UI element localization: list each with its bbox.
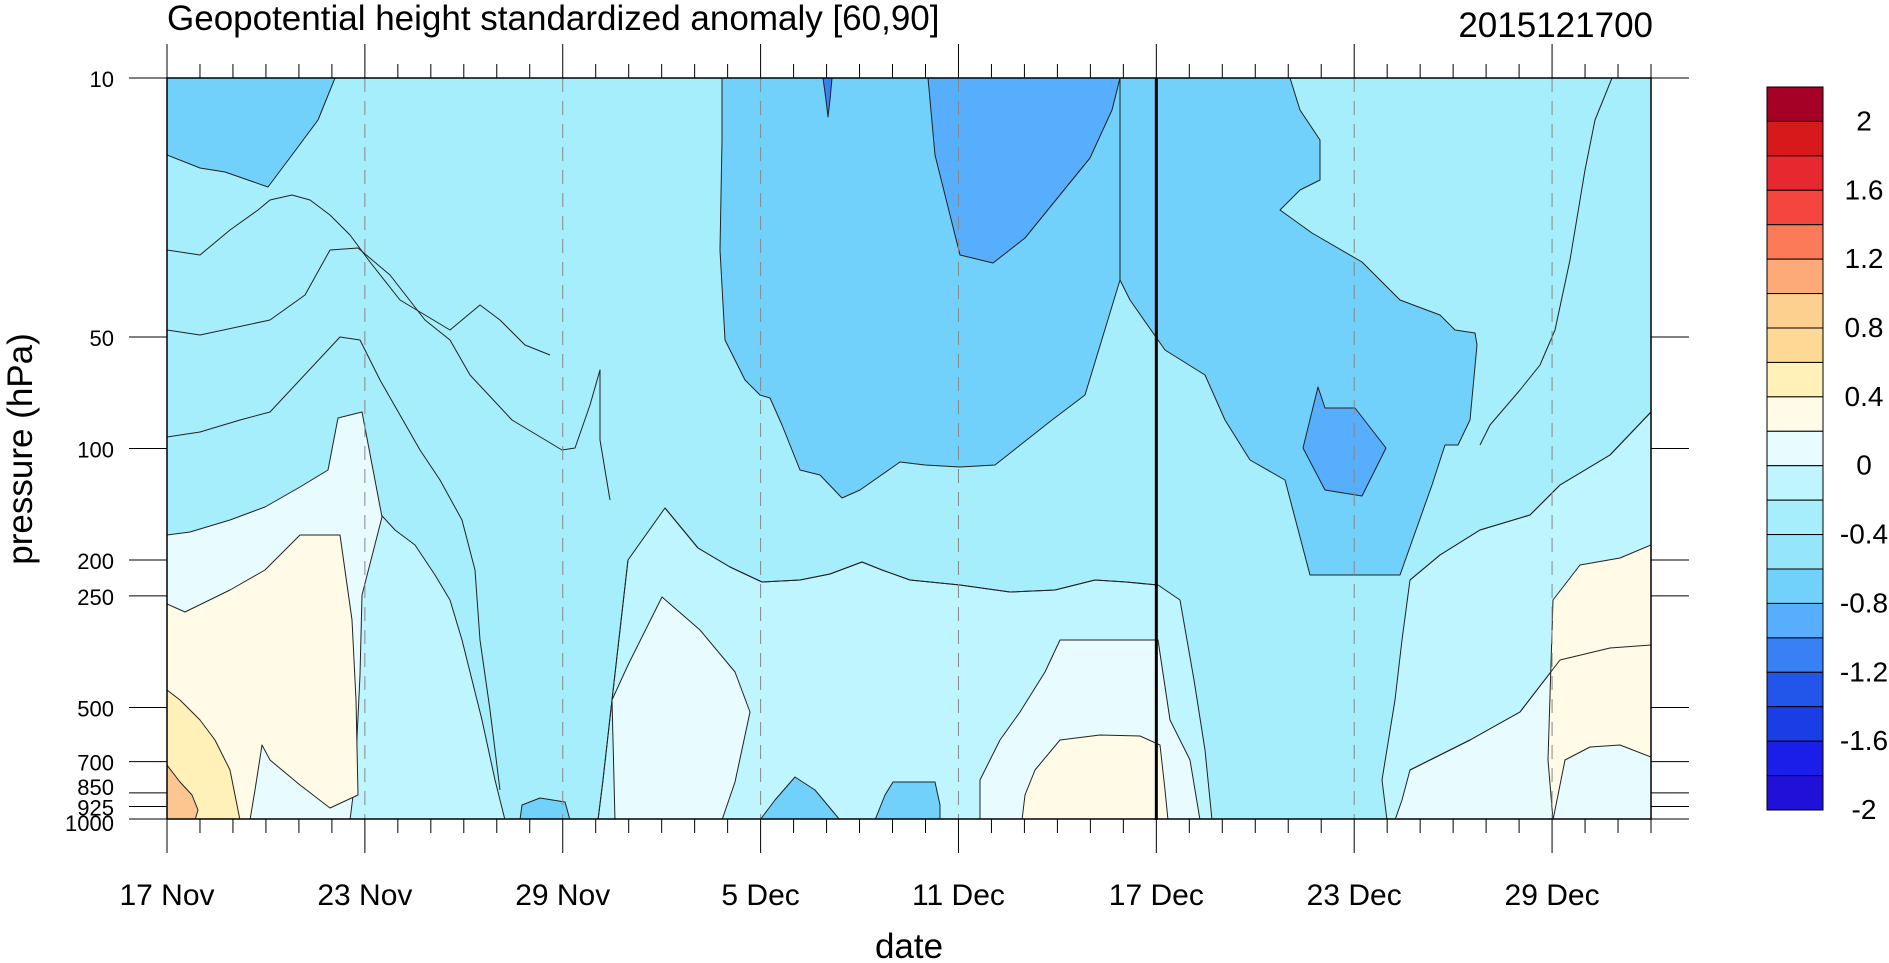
colorbar-label: 1.2 bbox=[1845, 243, 1884, 274]
colorbar-swatch bbox=[1766, 775, 1824, 811]
y-tick-label: 700 bbox=[77, 751, 114, 776]
colorbar: 2 1.6 1.2 0.8 0.4 0 -0.4 -0.8 -1.2 -1.6 -2 bbox=[1766, 86, 1888, 825]
colorbar-swatch bbox=[1766, 740, 1824, 777]
colorbar-label: 0.4 bbox=[1845, 381, 1884, 412]
x-tick-label: 29 Nov bbox=[515, 879, 610, 912]
y-tick-label: 200 bbox=[77, 549, 114, 574]
y-axis-title: pressure (hPa) bbox=[1, 333, 40, 564]
contour-band-minus-1.2-east bbox=[1302, 386, 1387, 497]
contour-band-minus-1.2-north bbox=[927, 78, 1121, 264]
y-tick-label: 50 bbox=[90, 326, 114, 351]
colorbar-label: -0.4 bbox=[1840, 519, 1888, 550]
contour-field bbox=[167, 78, 1651, 819]
contour-band-1.2-west bbox=[167, 764, 199, 819]
date-stamp: 2015121700 bbox=[1458, 6, 1653, 45]
chart-title: Geopotential height standardized anomaly… bbox=[167, 0, 939, 38]
contour-line-east-upper bbox=[1479, 78, 1613, 446]
x-tick-label: 29 Dec bbox=[1505, 879, 1600, 912]
colorbar-label: -2 bbox=[1852, 794, 1877, 825]
contour-line-north-minus-0.4 bbox=[167, 247, 611, 501]
x-tick-label: 23 Nov bbox=[317, 879, 412, 912]
colorbar-label: 2 bbox=[1856, 105, 1872, 136]
colorbar-swatch bbox=[1766, 465, 1824, 501]
colorbar-swatch bbox=[1766, 534, 1824, 570]
colorbar-label: 0.8 bbox=[1845, 312, 1884, 343]
x-tick-label: 17 Dec bbox=[1109, 879, 1204, 912]
y-tick-label: 10 bbox=[90, 67, 114, 92]
x-axis-title: date bbox=[875, 927, 943, 963]
contour-line-east-minus-0.4 bbox=[1409, 411, 1651, 581]
x-tick-label: 5 Dec bbox=[721, 879, 799, 912]
contour-band-positive-0.4-east bbox=[1547, 544, 1651, 819]
colorbar-swatch bbox=[1766, 327, 1824, 363]
contour-line-stratosphere-left bbox=[167, 194, 551, 356]
colorbar-swatch bbox=[1766, 258, 1824, 295]
y-tick-label: 100 bbox=[77, 438, 114, 463]
colorbar-label: -1.2 bbox=[1840, 656, 1888, 687]
contour-band-positive-0.4-south bbox=[1021, 734, 1169, 819]
contour-band-minus-0.8-lower-left bbox=[519, 797, 571, 819]
colorbar-swatch bbox=[1766, 293, 1824, 329]
colorbar-swatch bbox=[1766, 499, 1824, 536]
contour-line-mid-minus-0.4 bbox=[167, 336, 501, 791]
colorbar-swatch bbox=[1766, 602, 1824, 639]
colorbar-swatch bbox=[1766, 120, 1824, 157]
x-tick-label: 17 Nov bbox=[119, 879, 214, 912]
x-tick-label: 11 Dec bbox=[912, 879, 1005, 912]
colorbar-swatch bbox=[1766, 224, 1824, 260]
contour-band-minus-0.8-east bbox=[1119, 78, 1478, 576]
contour-band-0.8-west bbox=[167, 689, 241, 819]
y-tick-label: 1000 bbox=[65, 811, 114, 836]
contour-band-zero-middle bbox=[611, 596, 751, 819]
colorbar-label: -1.6 bbox=[1840, 725, 1888, 756]
colorbar-swatch bbox=[1766, 396, 1824, 432]
contour-band-minus-1.6-north-sliver bbox=[822, 78, 833, 118]
y-tick-label: 925 bbox=[77, 795, 114, 820]
colorbar-label: 1.6 bbox=[1845, 174, 1884, 205]
colorbar-swatch bbox=[1766, 430, 1824, 467]
x-axis: 17 Nov 23 Nov 29 Nov 5 Dec 11 Dec 17 Dec 23 De… bbox=[119, 44, 1652, 912]
y-tick-label: 250 bbox=[77, 585, 114, 610]
colorbar-swatch bbox=[1766, 86, 1824, 122]
colorbar-swatch bbox=[1766, 671, 1824, 708]
y-tick-label: 850 bbox=[77, 775, 114, 800]
contour-lines bbox=[167, 78, 1651, 819]
colorbar-label: -0.8 bbox=[1840, 587, 1888, 618]
contour-band-minus-0.8-northwest bbox=[167, 78, 336, 188]
colorbar-swatch bbox=[1766, 155, 1824, 191]
colorbar-swatch bbox=[1766, 706, 1824, 742]
contour-band-minus-0.8-lower-middle-b bbox=[874, 781, 941, 819]
colorbar-swatch bbox=[1766, 637, 1824, 673]
contour-line-central-b bbox=[597, 559, 629, 819]
colorbar-swatch bbox=[1766, 189, 1824, 226]
colorbar-swatch bbox=[1766, 361, 1824, 398]
y-tick-label: 500 bbox=[77, 696, 114, 721]
contour-band-minus-0.8-lower-middle-a bbox=[760, 776, 840, 819]
contour-line-east-zero bbox=[1409, 644, 1651, 771]
colorbar-label: 0 bbox=[1856, 450, 1872, 481]
colorbar-swatch bbox=[1766, 568, 1824, 604]
x-tick-label: 23 Dec bbox=[1307, 879, 1402, 912]
contour-line-central-a bbox=[664, 507, 1159, 593]
